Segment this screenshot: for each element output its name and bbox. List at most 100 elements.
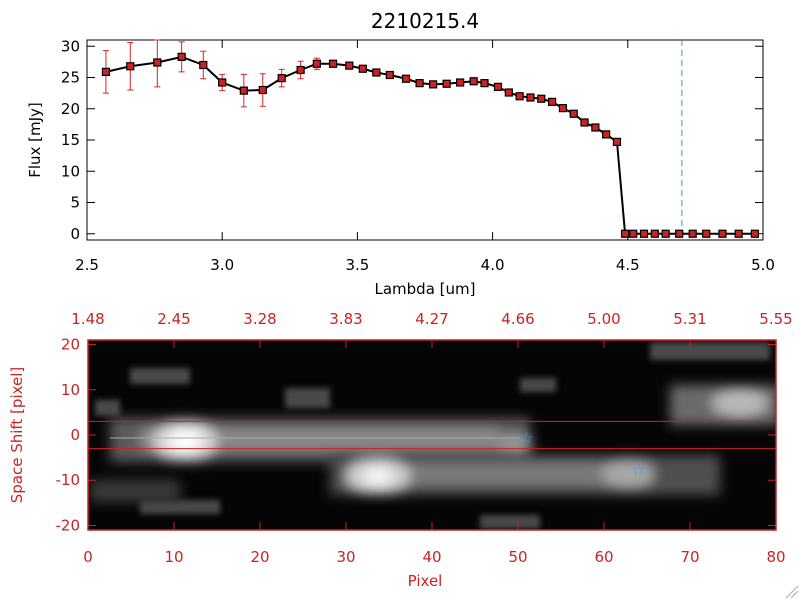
data-point	[702, 229, 711, 238]
data-point	[239, 86, 248, 95]
spectrum-tick-marks	[86, 40, 764, 240]
image-x-tick-label: 80	[766, 548, 785, 566]
data-point	[358, 64, 367, 73]
data-point	[650, 229, 659, 238]
image-top-tick-label: 4.27	[415, 310, 448, 328]
data-point	[199, 60, 208, 70]
data-point	[750, 229, 759, 238]
data-point	[629, 229, 638, 238]
spectrum-x-tick-label: 3.0	[210, 256, 234, 274]
spectrum-plot-frame	[86, 39, 764, 241]
spectrum-y-tick-label: 25	[61, 69, 80, 87]
spectrum-y-tick-label: 15	[61, 131, 80, 149]
data-point	[537, 94, 546, 103]
spectrum-x-tick-labels: 2.5 3.0 3.5 4.0 4.5 5.0	[75, 256, 775, 274]
image-top-tick-label: 3.28	[243, 310, 276, 328]
data-point	[591, 123, 600, 132]
image-x-tick-label: 10	[164, 548, 183, 566]
image-y-tick-label: 0	[70, 426, 80, 444]
data-point	[401, 74, 411, 83]
spectrum-markers	[101, 52, 759, 238]
spectrum-x-axis-label: Lambda [um]	[375, 280, 476, 298]
spectrum-x-tick-label: 3.5	[345, 256, 369, 274]
spectrum-y-tick-label: 20	[61, 100, 80, 118]
data-point	[469, 77, 478, 86]
data-point	[639, 229, 649, 238]
image-y-tick-label: -10	[56, 471, 81, 489]
image-top-tick-label: 4.66	[501, 310, 534, 328]
data-point	[258, 85, 267, 95]
data-point	[372, 68, 381, 77]
data-point	[675, 229, 684, 238]
data-point	[493, 82, 503, 91]
image-top-tick-label: 3.83	[329, 310, 362, 328]
data-point	[218, 78, 227, 87]
image-top-tick-labels: 1.48 2.45 3.28 3.83 4.27 4.66 5.00 5.31 5.55	[71, 310, 792, 328]
image-x-tick-label: 20	[250, 548, 269, 566]
data-point	[480, 79, 489, 88]
data-point	[718, 229, 727, 238]
image-x-tick-label: 30	[336, 548, 355, 566]
spectrum-y-tick-label: 0	[70, 225, 80, 243]
data-point	[580, 118, 589, 127]
image-y-tick-label: 20	[61, 336, 80, 354]
image-y-tick-label: -20	[56, 516, 81, 534]
data-point	[569, 109, 578, 118]
data-point	[385, 70, 394, 80]
data-point	[126, 62, 135, 71]
data-point	[558, 104, 568, 113]
image-y-tick-labels: 20 10 0 -10 -20	[56, 336, 81, 535]
data-point	[296, 65, 305, 75]
data-point	[177, 52, 186, 61]
data-point	[277, 74, 286, 83]
data-point	[688, 229, 697, 238]
spectrum-x-tick-label: 5.0	[751, 256, 775, 274]
data-point	[101, 67, 111, 76]
star-marker-icon: ☆	[631, 460, 645, 479]
spectrum-y-tick-label: 5	[70, 194, 80, 212]
image-tick-marks	[87, 340, 777, 530]
spectrum-2d-image	[88, 340, 776, 530]
image-top-tick-label: 5.31	[673, 310, 706, 328]
data-point	[328, 59, 338, 68]
image-x-tick-label: 70	[680, 548, 699, 566]
data-point	[515, 92, 524, 101]
data-point	[526, 93, 535, 102]
data-point	[547, 97, 557, 106]
image-top-tick-label: 1.48	[71, 310, 104, 328]
image-x-tick-label: 0	[83, 548, 93, 566]
spectrum-y-tick-label: 30	[61, 37, 80, 55]
data-point	[602, 130, 611, 139]
spectrum-y-axis-label: Flux [mJy]	[26, 102, 44, 178]
spectrum-x-tick-label: 2.5	[75, 256, 99, 274]
spectrum-x-tick-label: 4.5	[616, 256, 640, 274]
spectrum-y-tick-labels: 0 5 10 15 20 25 30	[61, 37, 80, 243]
spectrum-title: 2210215.4	[371, 9, 479, 33]
image-top-tick-label: 2.45	[157, 310, 190, 328]
spectrum-line	[105, 55, 755, 235]
spectrum-x-tick-label: 4.0	[481, 256, 505, 274]
image-x-tick-label: 50	[508, 548, 527, 566]
data-point	[734, 229, 743, 238]
data-point	[345, 61, 354, 70]
data-point	[442, 79, 451, 88]
data-point	[504, 88, 513, 97]
data-point	[415, 79, 424, 88]
image-x-axis-label: Pixel	[408, 572, 443, 590]
image-y-tick-label: 10	[61, 381, 80, 399]
image-top-tick-label: 5.55	[759, 310, 792, 328]
data-point	[620, 229, 630, 238]
resize-grip-icon[interactable]	[785, 585, 799, 599]
star-marker-icon: ☆	[519, 429, 533, 448]
data-point	[429, 80, 438, 89]
data-point	[153, 58, 162, 67]
image-x-tick-labels: 0 10 20 30 40 50 60 70 80	[83, 548, 785, 566]
data-point	[312, 59, 321, 68]
source-star-markers: ☆☆	[519, 429, 645, 479]
image-top-tick-label: 5.00	[587, 310, 620, 328]
data-point	[612, 137, 622, 146]
image-y-axis-label: Space Shift [pixel]	[8, 367, 26, 504]
image-x-tick-label: 40	[422, 548, 441, 566]
spectrum-y-tick-label: 10	[61, 162, 80, 180]
